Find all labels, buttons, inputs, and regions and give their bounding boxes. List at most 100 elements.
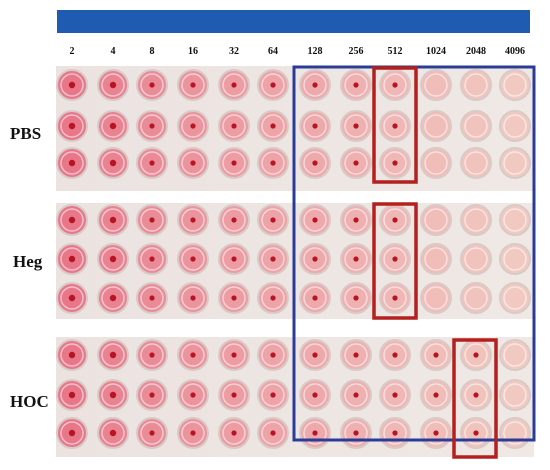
red-cell-button xyxy=(473,392,479,398)
red-cell-button xyxy=(270,160,276,166)
well-rim xyxy=(503,151,527,175)
red-cell-button xyxy=(231,123,237,129)
dilution-label: 1024 xyxy=(426,46,446,57)
red-cell-button xyxy=(109,216,117,224)
red-cell-button xyxy=(109,294,117,302)
well-rim xyxy=(261,73,285,97)
red-cell-button xyxy=(270,82,276,88)
well-rim xyxy=(101,421,125,445)
red-cell-button xyxy=(312,217,318,223)
well-rim xyxy=(503,383,527,407)
well-rim xyxy=(261,247,285,271)
well-rim xyxy=(181,343,205,367)
red-cell-button xyxy=(68,216,76,224)
well-rim xyxy=(140,247,164,271)
red-cell-button xyxy=(68,159,76,167)
well-rim xyxy=(140,343,164,367)
red-cell-button xyxy=(231,217,237,223)
red-cell-button xyxy=(270,392,276,398)
well-rim xyxy=(424,247,448,271)
dilution-label: 4 xyxy=(111,46,116,57)
well-rim xyxy=(181,421,205,445)
red-cell-button xyxy=(392,256,398,262)
red-cell-button xyxy=(149,392,155,398)
red-cell-button xyxy=(149,430,155,436)
well-rim xyxy=(503,208,527,232)
red-cell-button xyxy=(392,392,398,398)
row-label-hoc: HOC xyxy=(10,392,49,411)
red-cell-button xyxy=(353,352,359,358)
red-cell-button xyxy=(312,295,318,301)
red-cell-button xyxy=(68,122,76,130)
red-box-heg-titer xyxy=(372,202,418,320)
dilution-label: 2048 xyxy=(466,46,486,57)
well-grid xyxy=(56,69,531,449)
well-rim xyxy=(140,383,164,407)
red-cell-button xyxy=(68,294,76,302)
well-rim xyxy=(181,114,205,138)
well-rim xyxy=(464,383,488,407)
red-cell-button xyxy=(392,82,398,88)
well-rim xyxy=(464,286,488,310)
dilution-label: 128 xyxy=(308,46,323,57)
well-rim xyxy=(222,343,246,367)
red-cell-button xyxy=(312,160,318,166)
red-cell-button xyxy=(190,160,196,166)
dilution-label: 256 xyxy=(349,46,364,57)
red-cell-button xyxy=(231,392,237,398)
well-rim xyxy=(503,343,527,367)
red-cell-button xyxy=(190,217,196,223)
well-rim xyxy=(303,421,327,445)
well-rim xyxy=(464,343,488,367)
well-rim xyxy=(261,286,285,310)
well-rim xyxy=(344,73,368,97)
well-rim xyxy=(383,247,407,271)
red-cell-button xyxy=(68,391,76,399)
red-cell-button xyxy=(353,82,359,88)
well-rim xyxy=(181,247,205,271)
red-cell-button xyxy=(392,430,398,436)
red-cell-button xyxy=(190,123,196,129)
red-box-hoc-titer xyxy=(452,338,498,459)
red-cell-button xyxy=(312,82,318,88)
dilution-label: 512 xyxy=(388,46,403,57)
red-cell-button xyxy=(353,256,359,262)
well-rim xyxy=(303,73,327,97)
red-cell-button xyxy=(312,352,318,358)
red-cell-button xyxy=(190,256,196,262)
well-rim xyxy=(383,151,407,175)
red-cell-button xyxy=(353,430,359,436)
red-cell-button xyxy=(353,295,359,301)
red-cell-button xyxy=(231,352,237,358)
well-rim xyxy=(140,286,164,310)
well-rim xyxy=(344,383,368,407)
dilution-label: 2 xyxy=(70,46,75,57)
well-rim xyxy=(344,247,368,271)
red-cell-button xyxy=(270,430,276,436)
well-rim xyxy=(101,114,125,138)
well-rim xyxy=(101,73,125,97)
well-rim xyxy=(261,114,285,138)
well-rim xyxy=(101,247,125,271)
red-cell-button xyxy=(149,352,155,358)
well-rim xyxy=(424,343,448,367)
dilution-header: 2 4 8 16 32 64 128 256 512 1024 2048 409… xyxy=(70,46,526,57)
red-cell-button xyxy=(270,217,276,223)
well-rim xyxy=(60,286,84,310)
well-rim xyxy=(464,208,488,232)
well-rim xyxy=(383,383,407,407)
red-cell-button xyxy=(109,81,117,89)
well-rim xyxy=(140,208,164,232)
red-cell-button xyxy=(68,81,76,89)
well-rim xyxy=(344,343,368,367)
red-cell-button xyxy=(473,352,479,358)
well-rim xyxy=(140,114,164,138)
red-cell-button xyxy=(312,123,318,129)
well-rim xyxy=(60,114,84,138)
well-rim xyxy=(261,151,285,175)
well-rim xyxy=(424,208,448,232)
red-cell-button xyxy=(68,255,76,263)
well-rim xyxy=(181,208,205,232)
well-rim xyxy=(181,286,205,310)
